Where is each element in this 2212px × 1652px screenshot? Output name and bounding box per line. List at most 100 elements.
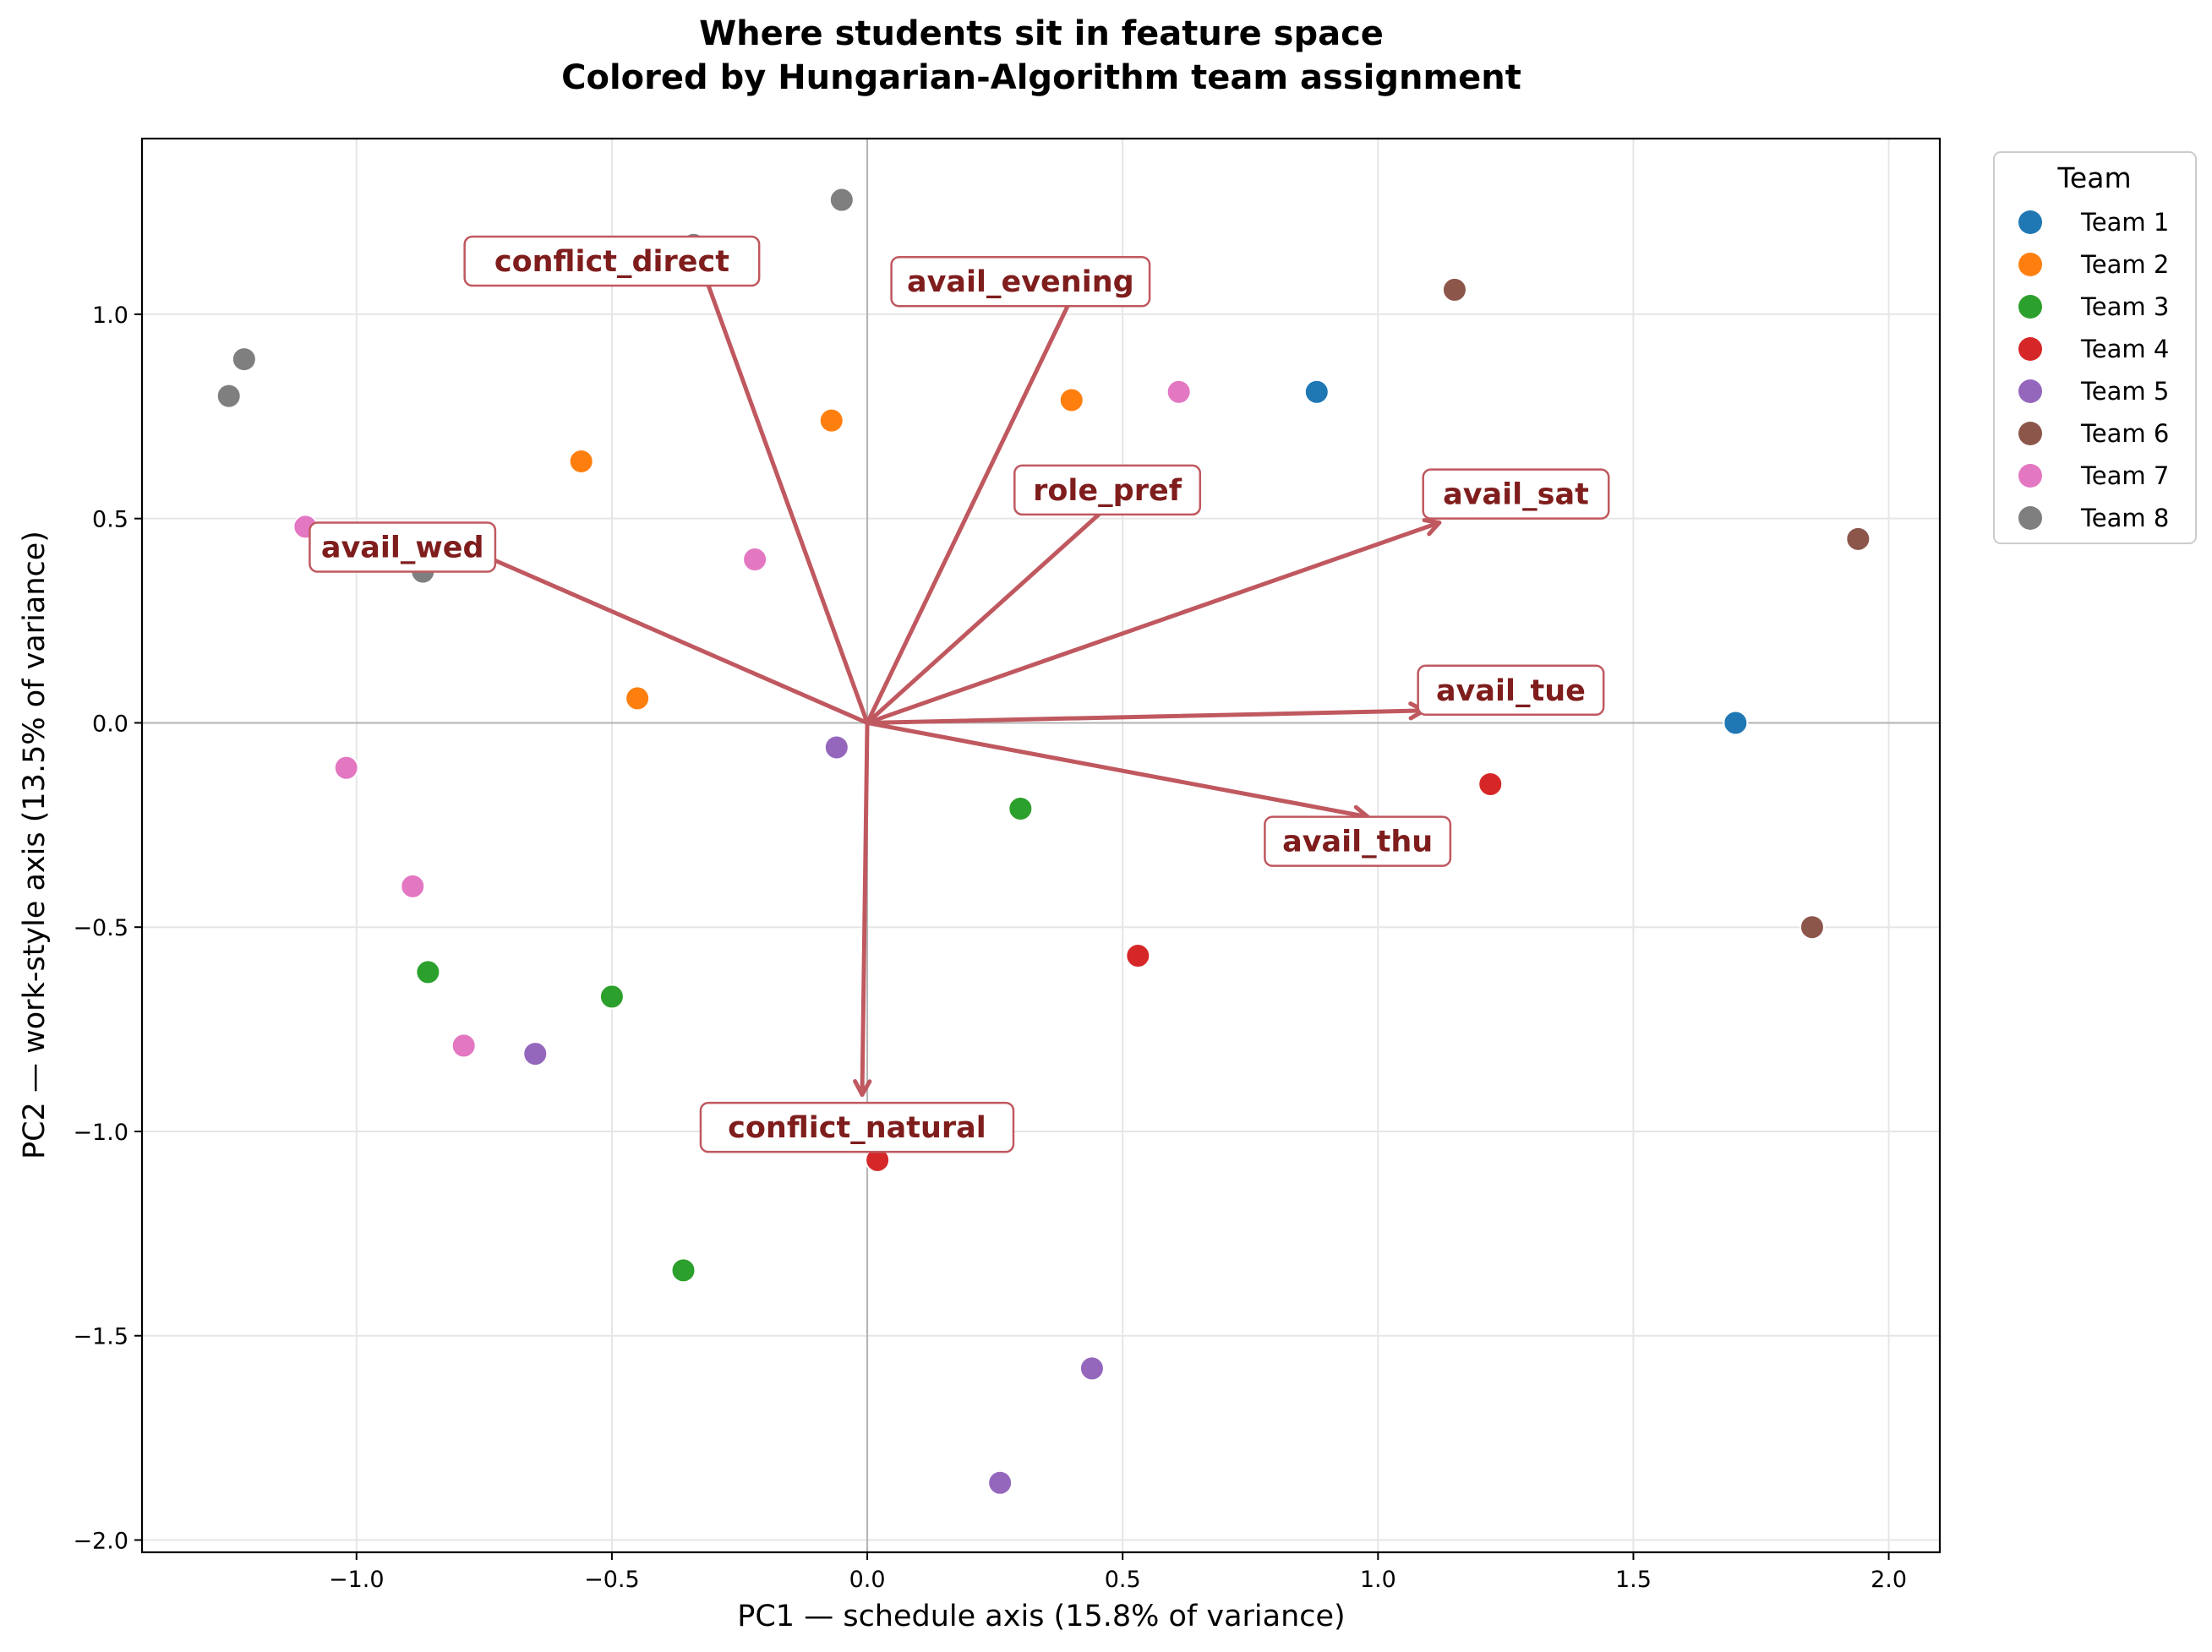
- data-point: [1166, 379, 1192, 405]
- legend-label: Team 6: [2080, 419, 2169, 448]
- loading-arrow-line: [865, 499, 1115, 725]
- legend-items: Team 1 Team 2 Team 3 Team 4 Team 5 Team 6 Team…: [2018, 208, 2169, 532]
- x-tick-label: 0.5: [1105, 1567, 1141, 1593]
- data-point: [415, 959, 441, 985]
- loading-label-box: [309, 521, 497, 573]
- y-tick-label: −2.0: [73, 1528, 128, 1554]
- chart-title-line2: Colored by Hungarian-Algorithm team assi…: [561, 58, 1521, 97]
- data-point: [1845, 526, 1871, 552]
- loading-arrow-head: [1422, 518, 1442, 537]
- data-point: [1477, 771, 1504, 797]
- data-point: [1008, 795, 1034, 821]
- data-point: [1441, 276, 1467, 303]
- loading-arrows: [472, 243, 1442, 1097]
- loading-label-avail-tue: avail_tue: [1436, 674, 1586, 708]
- x-tick-label: 1.0: [1360, 1567, 1396, 1593]
- chart-title-line1: Where students sit in feature space: [699, 14, 1384, 53]
- legend-label: Team 8: [2080, 504, 2169, 532]
- data-point: [828, 187, 855, 213]
- zero-reference-lines: [142, 139, 1940, 1552]
- data-point: [231, 346, 257, 373]
- y-tick-label: 0.0: [92, 711, 128, 737]
- y-tick-label: −1.0: [73, 1120, 128, 1146]
- data-point: [522, 1041, 549, 1067]
- loading-label-box: [1264, 815, 1452, 867]
- x-tick-label: −1.0: [329, 1567, 385, 1593]
- legend-box: [1993, 151, 2197, 544]
- loading-label-avail-sat: avail_sat: [1443, 478, 1589, 512]
- legend-title: Team: [2056, 161, 2131, 194]
- loading-label-box: [1422, 468, 1610, 520]
- loading-label-box: [699, 1101, 1015, 1153]
- x-tick-label: 0.0: [849, 1567, 886, 1593]
- legend-label: Team 7: [2080, 461, 2169, 490]
- loading-label-box: [1013, 464, 1202, 516]
- loading-label-box: [890, 255, 1151, 308]
- x-axis-label: PC1 — schedule axis (15.8% of variance): [737, 1600, 1345, 1633]
- data-point: [598, 984, 625, 1010]
- legend-marker: [2018, 253, 2042, 276]
- data-point: [333, 755, 359, 781]
- data-point: [216, 383, 242, 409]
- legend-label: Team 2: [2080, 250, 2169, 279]
- legend-marker: [2018, 506, 2042, 530]
- loading-label-avail-evening: avail_evening: [907, 265, 1134, 299]
- data-point: [1303, 379, 1330, 405]
- loading-arrow-line: [472, 548, 870, 725]
- x-tick-label: 2.0: [1871, 1567, 1907, 1593]
- data-point: [568, 448, 594, 474]
- y-tick-label: −1.5: [73, 1324, 128, 1350]
- plot-area-frame: [140, 137, 1942, 1554]
- x-tick-label: −0.5: [584, 1567, 640, 1593]
- data-point: [1058, 387, 1084, 413]
- legend-marker: [2018, 464, 2042, 488]
- data-point: [400, 873, 426, 899]
- data-point: [1079, 1355, 1105, 1382]
- legend-label: Team 5: [2080, 377, 2169, 406]
- data-point: [1723, 710, 1749, 736]
- loading-label-role-pref: role_pref: [1033, 474, 1182, 508]
- loading-arrow-line: [691, 243, 870, 725]
- data-point: [625, 685, 651, 712]
- x-tick-label: 1.5: [1615, 1567, 1652, 1593]
- y-axis-ticks: 1.0 0.5 0.0 −0.5 −1.0 −1.5 −2.0: [73, 303, 142, 1554]
- y-tick-label: −0.5: [73, 915, 128, 941]
- loading-label-box: [463, 235, 761, 287]
- legend-marker: [2018, 295, 2042, 319]
- legend-label: Team 1: [2080, 208, 2169, 237]
- data-points: [216, 187, 1871, 1496]
- y-tick-label: 0.5: [92, 507, 128, 533]
- data-point: [818, 407, 844, 433]
- loading-arrow-line: [865, 708, 1427, 725]
- loading-arrow-line: [860, 720, 870, 1097]
- data-point: [451, 1033, 477, 1059]
- data-point: [823, 734, 849, 761]
- loading-label-conflict-direct: conflict_direct: [494, 245, 729, 279]
- x-axis-ticks: −1.0 −0.5 0.0 0.5 1.0 1.5 2.0: [329, 1552, 1907, 1593]
- loading-label-conflict-natural: conflict_natural: [728, 1111, 986, 1145]
- loading-arrow-line: [865, 521, 1442, 725]
- data-point: [1125, 943, 1151, 969]
- y-axis-label: PC2 — work-style axis (13.5% of variance…: [18, 531, 52, 1159]
- legend-marker: [2018, 422, 2042, 445]
- data-point: [1799, 914, 1825, 940]
- data-point: [742, 547, 768, 573]
- legend-marker: [2018, 379, 2042, 403]
- loading-arrow-line: [865, 296, 1074, 725]
- loading-label-avail-thu: avail_thu: [1282, 826, 1433, 859]
- legend-label: Team 4: [2080, 335, 2169, 363]
- loading-label-avail-wed: avail_wed: [321, 532, 484, 565]
- loading-arrow-line: [865, 720, 1370, 820]
- grid-lines: [142, 139, 1940, 1552]
- data-point: [987, 1469, 1013, 1496]
- data-point: [670, 1257, 696, 1284]
- legend-marker: [2018, 210, 2042, 234]
- y-tick-label: 1.0: [92, 303, 128, 329]
- legend-marker: [2018, 337, 2042, 361]
- loading-arrow-head: [853, 1079, 872, 1097]
- legend-label: Team 3: [2080, 292, 2169, 321]
- loading-label-box: [1417, 664, 1605, 717]
